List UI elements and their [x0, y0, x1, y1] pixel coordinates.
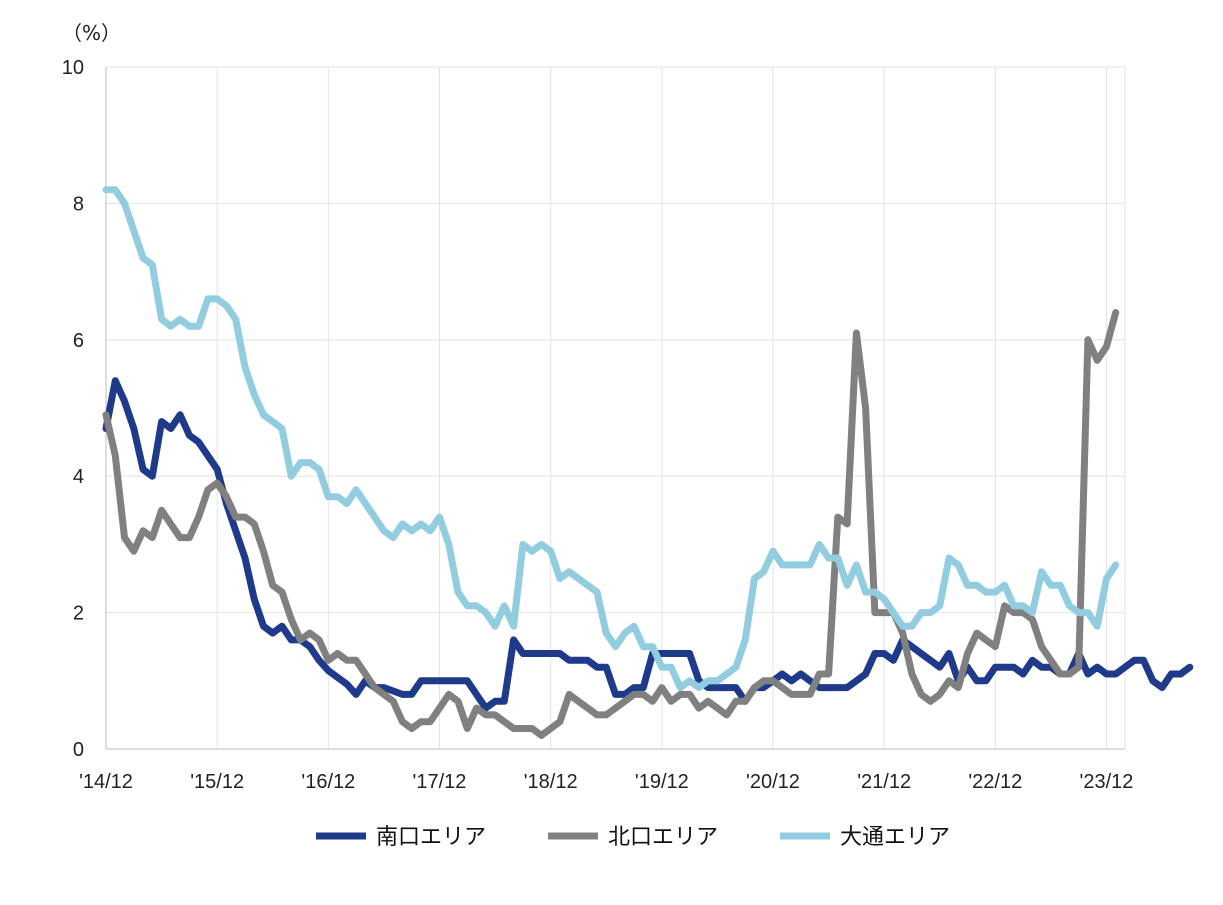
x-tick-label: '15/12 — [190, 771, 244, 793]
legend-label: 大通エリア — [840, 825, 950, 850]
y-tick-label: 0 — [73, 739, 84, 761]
series-line-1 — [102, 377, 1194, 712]
x-tick-label: '23/12 — [1080, 771, 1134, 793]
y-axis-ticks: 0 2 4 6 8 10 — [62, 57, 84, 761]
legend: 南口エリア 北口エリア 大通エリア — [316, 825, 950, 850]
y-tick-label: 6 — [73, 330, 84, 352]
x-tick-label: '19/12 — [635, 771, 689, 793]
series-line-2 — [102, 309, 1120, 739]
y-tick-label: 2 — [73, 603, 84, 625]
x-tick-label: '22/12 — [968, 771, 1022, 793]
x-tick-label: '18/12 — [524, 771, 578, 793]
y-tick-label: 4 — [73, 466, 84, 488]
x-tick-label: '20/12 — [746, 771, 800, 793]
y-tick-label: 8 — [73, 193, 84, 215]
y-tick-label: 10 — [62, 57, 84, 79]
x-tick-label: '14/12 — [79, 771, 133, 793]
x-tick-label: '16/12 — [301, 771, 355, 793]
y-axis-unit-label: （%） — [62, 21, 121, 45]
legend-label: 南口エリア — [376, 825, 486, 850]
x-tick-label: '21/12 — [857, 771, 911, 793]
x-axis-ticks: '14/12 '15/12 '16/12 '17/12 '18/12 '19/12 '20/… — [79, 771, 1133, 793]
series-lines — [102, 186, 1194, 739]
x-tick-label: '17/12 — [413, 771, 467, 793]
legend-label: 北口エリア — [608, 825, 718, 850]
series-line-3 — [102, 186, 1120, 692]
